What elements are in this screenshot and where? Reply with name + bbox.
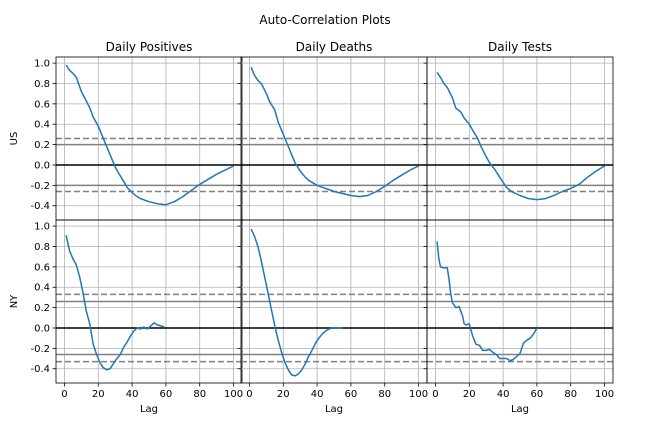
x-tick-label: 40: [126, 389, 139, 400]
x-tick-label: 0: [246, 389, 252, 400]
x-tick-label: 20: [463, 389, 476, 400]
x-tick-label: 40: [497, 389, 510, 400]
y-tick-label: 0.8: [34, 242, 50, 253]
y-tick-label: 0.4: [34, 120, 50, 131]
y-tick-label: -0.4: [30, 201, 50, 212]
y-tick-label: 0.8: [34, 79, 50, 90]
column-title: Daily Deaths: [296, 40, 373, 54]
x-axis-label: Lag: [511, 404, 529, 415]
x-tick-label: 80: [564, 389, 577, 400]
acf-series-line: [436, 241, 538, 362]
x-axis-labels: Lag Lag Lag: [140, 404, 529, 415]
x-tick-label: 60: [531, 389, 544, 400]
panel-frame: [426, 219, 614, 384]
y-tick-label: -0.4: [30, 364, 50, 375]
x-tick-label: 100: [224, 389, 243, 400]
y-tick-label: 0.2: [34, 303, 50, 314]
y-tick-label: 0.6: [34, 99, 50, 110]
acf-series-line: [250, 66, 419, 198]
column-title: Daily Positives: [106, 40, 193, 54]
subplot: -0.4 -0.2 0.0 0.2 0.4 0.6 0.8 1.0 0 20 40 60 80 100: [30, 219, 243, 400]
x-tick-label: 100: [595, 389, 614, 400]
x-tick-label: 20: [92, 389, 105, 400]
y-tick-label: 0.2: [34, 140, 50, 151]
y-tick-label: 0.0: [34, 323, 50, 334]
x-axis-label: Lag: [325, 404, 343, 415]
acf-series-line: [65, 235, 165, 371]
acf-series-line: [250, 228, 343, 377]
column-titles: Daily Positives Daily Deaths Daily Tests: [106, 40, 552, 54]
y-tick-label: 0.4: [34, 283, 50, 294]
acf-series-line: [436, 71, 605, 201]
y-tick-label: 1.0: [34, 222, 50, 233]
row-label: NY: [9, 294, 20, 308]
x-tick-label: 60: [345, 389, 358, 400]
x-axis-label: Lag: [140, 404, 158, 415]
subplot: 0 20 40 60 80 100: [423, 219, 614, 400]
x-tick-label: 80: [378, 389, 391, 400]
x-tick-label: 0: [61, 389, 67, 400]
x-tick-label: 0: [432, 389, 438, 400]
subplot-grid: -0.4 -0.2 0.0 0.2 0.4 0.6 0.8 1.0 -0.4 -0.2 0.0 0.2…: [30, 56, 614, 400]
row-labels: US NY: [9, 132, 20, 309]
subplot: -0.4 -0.2 0.0 0.2 0.4 0.6 0.8 1.0: [30, 56, 243, 221]
y-tick-label: 0.6: [34, 262, 50, 273]
column-title: Daily Tests: [488, 40, 552, 54]
x-tick-label: 40: [311, 389, 324, 400]
row-label: US: [9, 132, 20, 146]
subplot: 0 20 40 60 80 100: [237, 219, 428, 400]
subplot: [237, 56, 428, 221]
acf-series-line: [65, 64, 234, 206]
x-tick-label: 80: [193, 389, 206, 400]
y-tick-label: 0.0: [34, 160, 50, 171]
y-tick-label: 1.0: [34, 59, 50, 70]
x-tick-label: 60: [160, 389, 173, 400]
y-tick-label: -0.2: [30, 181, 50, 192]
x-tick-label: 100: [409, 389, 428, 400]
figure-title: Auto-Correlation Plots: [259, 13, 390, 27]
subplot: [423, 56, 614, 221]
x-tick-label: 20: [277, 389, 290, 400]
y-tick-label: -0.2: [30, 344, 50, 355]
